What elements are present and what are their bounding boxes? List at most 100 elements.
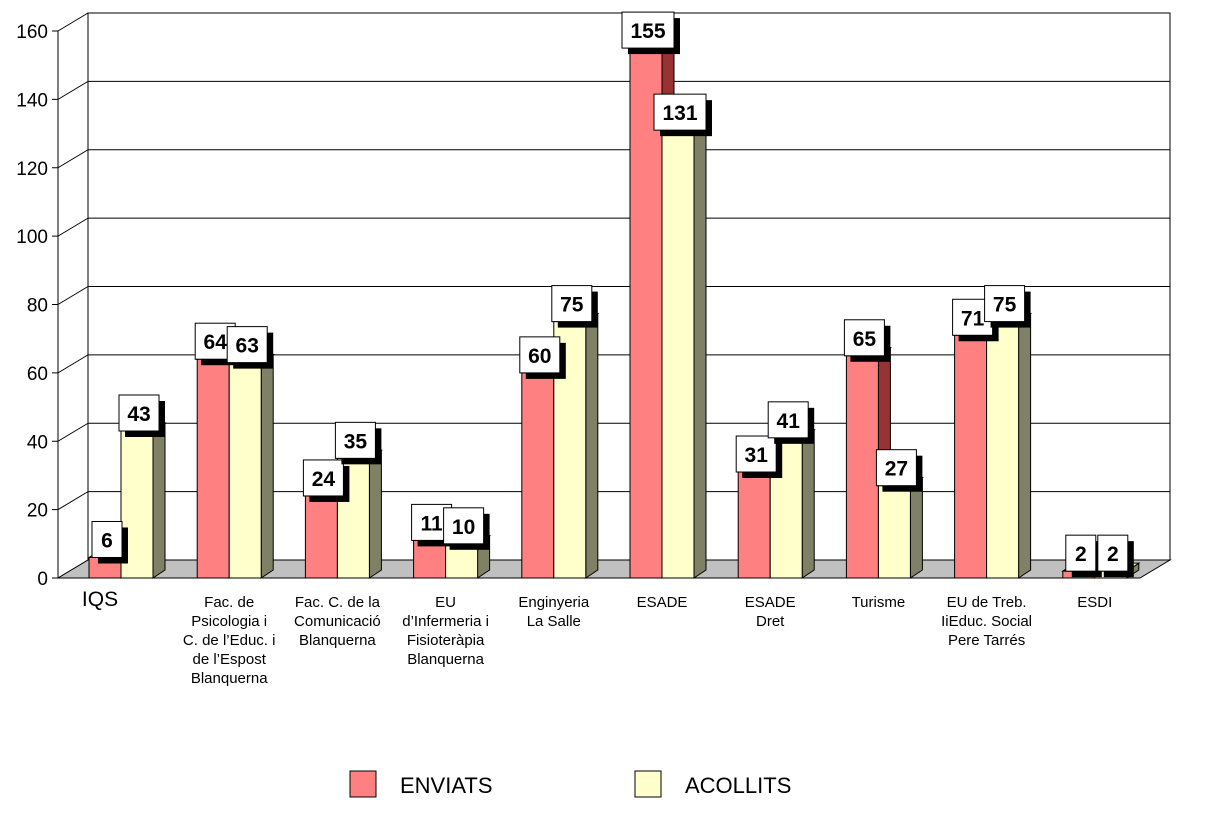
data-label-box [443,507,485,545]
x-tick-label-line: ESADE [637,594,688,611]
data-label: 41 [777,410,801,433]
legend: ENVIATS ACOLLITS [349,770,791,798]
x-tick-label-line: ESADE [745,594,796,611]
gridline-side [57,149,89,169]
bar [629,47,663,579]
bar [661,129,695,579]
data-label: 2 [1075,543,1087,566]
x-tick-label-line: de l’Espost [193,651,267,668]
data-label: 75 [993,294,1017,317]
data-label: 6 [101,529,113,552]
data-label-box [519,336,561,374]
bar-side [368,449,382,579]
axis-layer: 0 20 40 60 80 100 120 140 160 IQS Fac. de Psicologi… [16,13,1112,687]
gridline-side [57,422,89,442]
bar-side [693,121,707,579]
bar [413,539,447,579]
bar-side [801,428,815,579]
legend-swatch [349,770,377,798]
bar [521,372,555,579]
x-tick-label: IQS [82,588,118,611]
data-label-box [1065,534,1097,572]
data-label: 11 [420,512,443,535]
y-tick-label: 120 [16,159,48,180]
x-tick-label-line: IQS [82,588,118,611]
bar-side [585,312,599,579]
data-label: 35 [344,430,368,453]
gridline-side [57,286,89,305]
bar-side [260,353,274,579]
data-label: 24 [312,468,336,491]
y-tick-label: 60 [27,364,48,385]
data-label: 31 [745,444,769,467]
x-tick-label-line: EU de Treb. [947,594,1027,611]
legend-label: ACOLLITS [685,773,791,798]
x-tick-label-line: Blanquerna [191,670,268,687]
x-tick-label-line: Fac. de [204,594,254,611]
x-tick-label-line: Enginyeria [518,594,590,611]
x-tick-label-line: d’Infermeria i [402,613,489,630]
bar [986,321,1020,579]
data-label: 27 [885,458,908,481]
bar-side [152,422,166,579]
bar [737,471,771,579]
x-tick-label: Fac. C. de la Comunicació Blanquerna [294,594,381,649]
data-label: 10 [452,516,475,539]
data-label-box [875,449,917,487]
x-tick-label: EU d’Infermeria i Fisioteràpia Blanquerna [402,594,489,668]
x-tick-label: Enginyeria La Salle [518,594,590,630]
y-tick-label: 20 [27,501,48,522]
x-tick-label-line: C. de l’Educ. i [183,632,276,649]
x-tick-label: Turisme [852,594,906,611]
x-tick-label-line: Psicologia i [191,613,267,630]
bar-side [1018,312,1032,579]
x-tick-label-line: Comunicació [294,613,381,630]
y-tick-label: 100 [16,227,48,248]
bar [228,362,262,579]
y-tick-label: 140 [16,90,48,111]
bar [553,321,587,579]
y-tick-label: 160 [16,22,48,43]
x-tick-label: ESDI [1077,594,1112,611]
x-tick-label-line: Turisme [852,594,906,611]
gridline-side [57,12,89,32]
bar [304,495,338,579]
y-tick-label: 40 [27,432,48,453]
data-label: 75 [560,294,584,317]
x-tick-label-line: Fac. C. de la [295,594,381,611]
legend-label: ENVIATS [400,773,493,798]
data-label-box [767,401,809,439]
bar-side [909,476,923,579]
legend-swatch [634,770,662,798]
data-labels-layer: 6 43 64 63 24 35 11 10 60 75 155 131 31 41 65 27 71 75 2 2 [91,11,1134,578]
data-label-box [843,319,885,357]
data-label-box [1097,534,1129,572]
x-tick-label-line: Blanquerna [299,632,376,649]
data-label: 63 [236,335,259,358]
x-tick-label-line: EU [435,594,456,611]
bar [877,485,911,579]
data-label-box [735,435,777,473]
data-label: 131 [662,102,697,125]
gridline-side [57,217,89,237]
data-label-box [984,285,1026,323]
x-tick-label-line: Fisioteràpia [407,632,485,649]
data-label: 65 [853,328,877,351]
data-label-box [653,93,707,131]
data-label: 71 [961,307,985,330]
data-label-box [226,326,268,364]
x-tick-label: EU de Treb. IiEduc. Social Pere Tarrés [941,594,1032,649]
x-tick-label: Fac. de Psicologia i C. de l’Educ. i de l’E… [183,594,276,687]
x-tick-label-line: Blanquerna [407,651,484,668]
y-tick-label: 0 [37,569,48,590]
data-label-box [551,285,593,323]
gridline-side [57,80,89,100]
bar [196,358,230,579]
gridline-side [57,491,89,511]
x-tick-label-line: La Salle [527,613,581,630]
x-tick-label-line: Dret [756,613,785,630]
x-tick-label-line: ESDI [1077,594,1112,611]
bar [954,334,988,579]
y-tick-label: 80 [27,296,48,317]
